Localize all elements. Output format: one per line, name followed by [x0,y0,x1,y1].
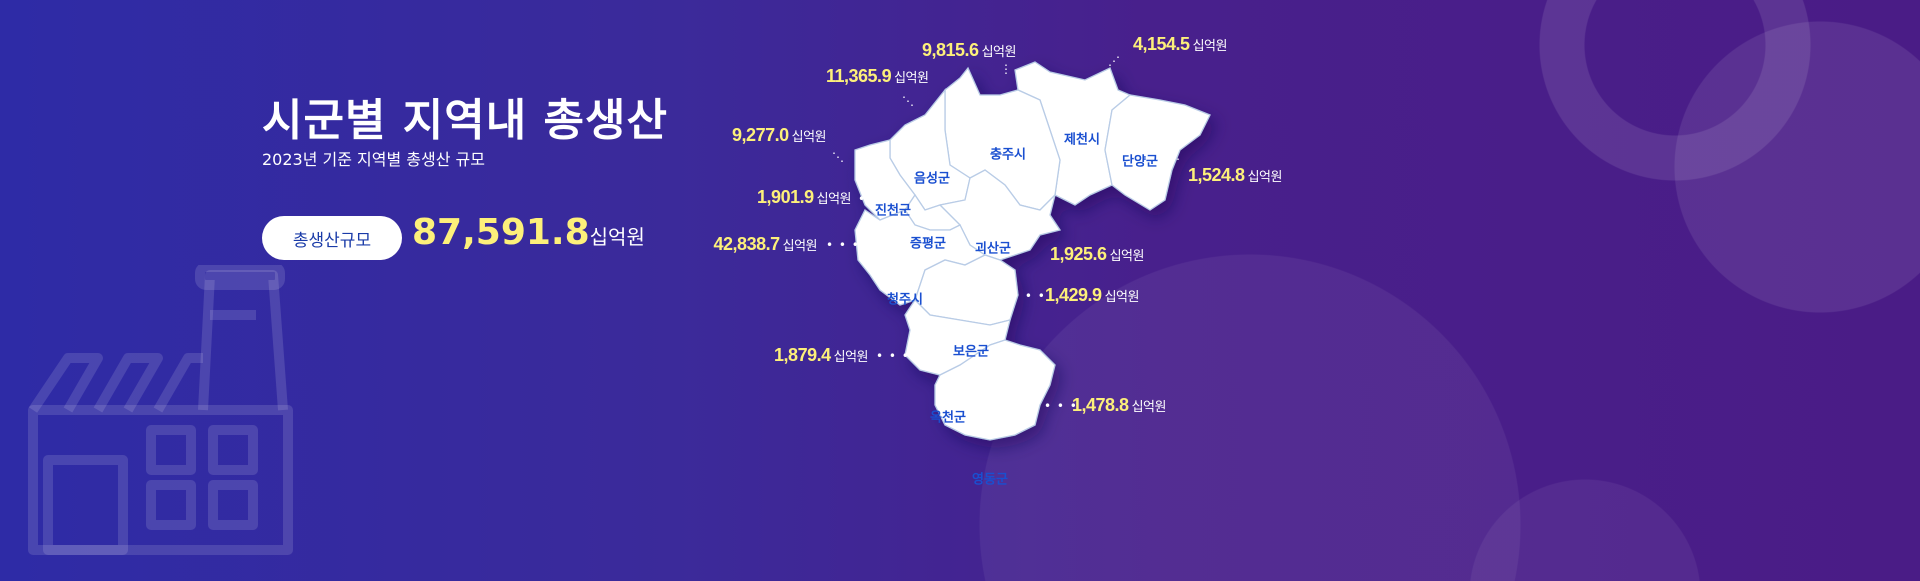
region-value-unit: 십억원 [791,129,827,144]
region-value-unit: 십억원 [782,238,818,253]
total-number: 87,591.8 [412,212,590,253]
region-value-number: 1,879.4 [774,345,831,365]
region-value-number: 9,277.0 [732,125,789,145]
factory-icon [28,265,293,555]
region-value-number: 42,838.7 [713,234,781,254]
region-value-unit: 십억원 [1109,248,1145,263]
leader-dots: ⋱ [832,150,845,164]
region-value: 4,154.5 십억원 [1133,34,1227,55]
region-label: 영동군 [972,472,1008,488]
region-value-number: 9,815.6 [922,40,979,60]
region-label: 증평군 [910,236,946,252]
region-value-unit: 십억원 [1247,169,1283,184]
region-label: 단양군 [1122,154,1158,170]
region-value: 1,478.8 십억원 [1072,395,1166,416]
page-title: 시군별 지역내 총생산 [262,95,668,146]
leader-dots: • • • [858,192,892,206]
region-value-number: 1,524.8 [1188,165,1245,185]
region-value: 1,524.8 십억원 [1188,165,1282,186]
region-label: 제천시 [1064,132,1100,148]
leader-dots: ⋱ [1168,148,1181,162]
region-value: 1,925.6 십억원 [1050,244,1144,265]
region-label: 진천군 [875,203,911,219]
region-label: 괴산군 [975,241,1011,257]
region-value-unit: 십억원 [1131,399,1167,414]
region-label: 음성군 [914,171,950,187]
page-subtitle: 2023년 기준 지역별 총생산 규모 [262,150,485,169]
region-yeongdong[interactable] [934,339,1056,441]
region-value: 1,901.9 십억원 [757,187,851,208]
leader-dots: ⋮ [1000,62,1013,76]
region-value: 1,879.4 십억원 [774,345,868,366]
region-value-number: 4,154.5 [1133,34,1190,54]
region-value-unit: 십억원 [1192,38,1228,53]
region-value-unit: 십억원 [894,70,929,85]
region-label: 보은군 [953,344,989,360]
region-value: 42,838.7 십억원 [713,234,818,255]
region-value-number: 1,478.8 [1072,395,1129,415]
region-value-unit: 십억원 [833,349,869,364]
leader-dots: ⋱ [902,94,915,108]
region-value: 9,815.6 십억원 [922,40,1016,61]
region-value: 1,429.9 십억원 [1045,285,1139,306]
region-value-number: 1,429.9 [1045,285,1102,305]
region-danyang[interactable] [1104,94,1211,211]
total-unit: 십억원 [589,225,645,249]
region-label: 충주시 [990,147,1026,163]
region-value-unit: 십억원 [981,44,1017,59]
region-value-unit: 십억원 [1104,289,1140,304]
leader-dots: • • • [1012,289,1046,303]
region-value-number: 1,925.6 [1050,244,1107,264]
leader-dots: • • • [826,238,860,252]
region-value-number: 1,901.9 [757,187,814,207]
total-value: 87,591.8십억원 [412,212,645,253]
leader-dots: • • • [1044,399,1078,413]
region-label: 청주시 [887,292,923,308]
region-value-number: 11,365.9 [826,66,892,86]
leader-dots: ⋱ [1030,222,1043,236]
total-label-badge: 총생산규모 [262,216,402,260]
region-value: 11,365.9 십억원 [826,66,929,87]
leader-dots: • • • [876,349,910,363]
region-value-unit: 십억원 [816,191,852,206]
region-label: 옥천군 [930,410,966,426]
leader-dots: ⋰ [1108,54,1121,68]
region-value: 9,277.0 십억원 [732,125,826,146]
